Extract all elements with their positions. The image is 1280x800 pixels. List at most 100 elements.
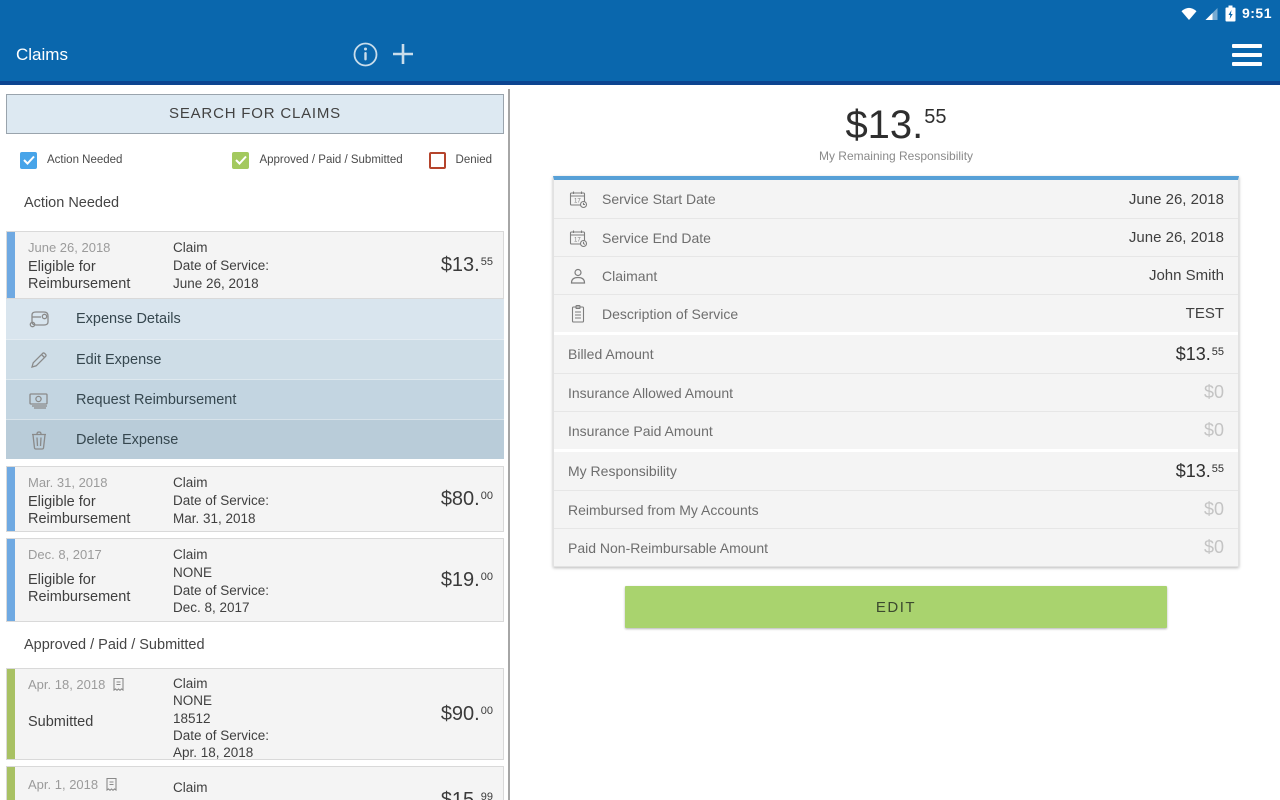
- submitted-accent-bar: [7, 767, 15, 800]
- page-title: Claims: [16, 45, 68, 64]
- receipt-icon: [112, 677, 125, 692]
- claim-detail-card: 17 Service Start Date June 26, 2018 17: [553, 176, 1239, 567]
- detail-value: TEST: [1185, 305, 1224, 322]
- detail-row-reimbursed: Reimbursed from My Accounts $0: [554, 490, 1238, 528]
- filter-approved[interactable]: Approved / Paid / Submitted: [232, 151, 403, 169]
- filter-denied-label: Denied: [455, 154, 492, 166]
- trash-icon: [26, 429, 52, 451]
- claim-status: Submitted: [28, 714, 94, 730]
- detail-value: June 26, 2018: [1128, 229, 1224, 246]
- info-icon[interactable]: [352, 41, 379, 68]
- filter-approved-label: Approved / Paid / Submitted: [259, 154, 403, 166]
- status-bar: 9:51: [1180, 0, 1280, 26]
- detail-row-service-end-date: 17 Service End Date June 26, 2018: [554, 218, 1238, 256]
- detail-label: Service Start Date: [602, 191, 716, 207]
- claim-info: Claim Date of Service: Mar. 31, 2018: [173, 475, 270, 526]
- claim-amount: $13.55: [440, 253, 493, 276]
- claim-row[interactable]: June 26, 2018 Eligible for Reimbursement…: [6, 231, 504, 299]
- claim-amount: $19.00: [440, 568, 493, 591]
- detail-label: Insurance Allowed Amount: [568, 384, 733, 401]
- app-header: 9:51 Claims: [0, 0, 1280, 85]
- detail-value: $13.55: [1175, 460, 1224, 481]
- status-time: 9:51: [1241, 5, 1272, 21]
- cash-icon: [26, 389, 52, 411]
- menu-item-request-reimbursement[interactable]: Request Reimbursement: [6, 379, 504, 419]
- menu-item-edit-expense[interactable]: Edit Expense: [6, 339, 504, 379]
- detail-row-claimant: Claimant John Smith: [554, 256, 1238, 294]
- menu-item-delete-expense[interactable]: Delete Expense: [6, 419, 504, 459]
- detail-label: My Responsibility: [568, 463, 677, 479]
- detail-label: Insurance Paid Amount: [568, 422, 713, 439]
- claim-date: Dec. 8, 2017: [28, 547, 102, 562]
- remaining-responsibility-label: My Remaining Responsibility: [818, 149, 974, 163]
- detail-row-insurance-paid: Insurance Paid Amount $0: [554, 411, 1238, 449]
- detail-row-insurance-allowed: Insurance Allowed Amount $0: [554, 373, 1238, 411]
- edit-button[interactable]: EDIT: [625, 586, 1167, 628]
- detail-value: John Smith: [1148, 267, 1224, 284]
- wallet-icon: [26, 308, 52, 330]
- menu-item-label: Expense Details: [76, 311, 181, 327]
- detail-row-my-responsibility: My Responsibility $13.55: [554, 452, 1238, 490]
- receipt-icon: [105, 777, 118, 792]
- checkbox-approved-checked[interactable]: [232, 151, 250, 169]
- search-for-claims-button[interactable]: SEARCH FOR CLAIMS: [6, 94, 504, 134]
- checkbox-denied-unchecked[interactable]: [428, 151, 446, 169]
- claim-row[interactable]: Mar. 31, 2018 Eligible for Reimbursement…: [6, 466, 504, 532]
- submitted-accent-bar: [7, 669, 15, 759]
- wifi-icon: [1180, 5, 1198, 21]
- clipboard-icon: [568, 304, 590, 324]
- claim-row[interactable]: Apr. 18, 2018 Submitted Claim NONE 18512…: [6, 668, 504, 760]
- claim-detail-panel: $13.55 My Remaining Responsibility 17 Se…: [512, 89, 1280, 800]
- claim-context-menu: Expense Details Edit Expense Request Rei…: [6, 299, 504, 459]
- claim-info: Claim Date of Service: June 26, 2018: [173, 240, 270, 291]
- person-icon: [568, 266, 590, 286]
- menu-item-expense-details[interactable]: Expense Details: [6, 299, 504, 339]
- remaining-responsibility-amount: $13.55: [845, 103, 947, 147]
- claim-date: June 26, 2018: [28, 240, 111, 255]
- claim-amount: $80.00: [440, 487, 493, 510]
- detail-value: $0: [1203, 420, 1224, 440]
- claim-filters: Action Needed Approved / Paid / Submitte…: [0, 146, 508, 174]
- claim-amount: $90.00: [440, 702, 493, 725]
- claim-info: Claim Date of Service:: [173, 780, 269, 800]
- detail-label: Reimbursed from My Accounts: [568, 501, 759, 518]
- detail-label: Description of Service: [602, 305, 739, 322]
- pencil-icon: [26, 349, 52, 371]
- claim-info: Claim NONE Date of Service: Dec. 8, 2017: [173, 547, 270, 616]
- filter-action-needed-label: Action Needed: [47, 154, 123, 166]
- detail-label: Service End Date: [602, 229, 711, 246]
- svg-text:17: 17: [574, 237, 581, 243]
- menu-item-label: Delete Expense: [76, 431, 179, 448]
- detail-label: Claimant: [602, 267, 658, 284]
- battery-charging-icon: [1225, 5, 1236, 22]
- claim-date: Mar. 31, 2018: [28, 475, 108, 490]
- svg-text:17: 17: [574, 199, 581, 205]
- detail-value: $13.55: [1175, 343, 1224, 364]
- app-bar: Claims: [0, 26, 1280, 85]
- claims-list-panel: SEARCH FOR CLAIMS Action Needed Approved…: [0, 89, 510, 800]
- filter-denied[interactable]: Denied: [428, 151, 492, 169]
- detail-row-billed-amount: Billed Amount $13.55: [554, 335, 1238, 373]
- claim-row[interactable]: Dec. 8, 2017 Eligible for Reimbursement …: [6, 538, 504, 622]
- detail-row-service-start-date: 17 Service Start Date June 26, 2018: [554, 180, 1238, 218]
- claim-row[interactable]: Apr. 1, 2018 Claim Date of Service: $15.…: [6, 766, 504, 800]
- section-header-action-needed: Action Needed: [24, 195, 120, 211]
- menu-item-label: Request Reimbursement: [76, 391, 237, 408]
- detail-value: $0: [1203, 537, 1224, 557]
- detail-row-description: Description of Service TEST: [554, 294, 1238, 332]
- claim-date: Apr. 1, 2018: [28, 777, 99, 792]
- menu-icon[interactable]: [1232, 44, 1262, 66]
- detail-value: $0: [1203, 499, 1224, 519]
- detail-value: $0: [1203, 382, 1224, 402]
- claim-amount: $15.99: [440, 789, 493, 800]
- action-needed-accent-bar: [7, 232, 15, 298]
- filter-action-needed[interactable]: Action Needed: [20, 151, 123, 169]
- checkbox-action-needed-checked[interactable]: [20, 151, 37, 169]
- claim-status: Eligible for Reimbursement: [28, 494, 131, 528]
- calendar-start-icon: 17: [568, 189, 590, 209]
- section-header-approved: Approved / Paid / Submitted: [24, 637, 205, 653]
- add-claim-icon[interactable]: [389, 40, 417, 68]
- signal-icon: [1204, 6, 1219, 21]
- claim-date: Apr. 18, 2018: [28, 677, 106, 692]
- claim-info: Claim NONE 18512 Date of Service: Apr. 1…: [173, 676, 270, 761]
